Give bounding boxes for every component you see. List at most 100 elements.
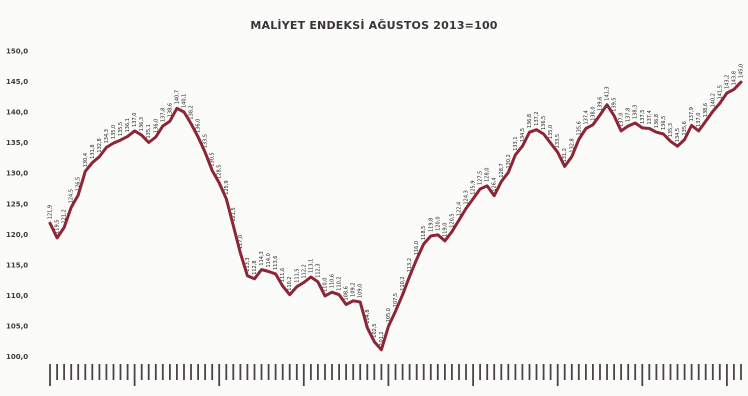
x-tick-mark [126, 364, 129, 380]
x-tick-mark [733, 364, 735, 380]
x-tick-mark [613, 364, 615, 380]
data-label: 135,3 [668, 123, 674, 137]
data-label: 141,3 [605, 86, 611, 100]
x-tick-mark [549, 364, 552, 380]
x-tick-mark [387, 364, 390, 386]
x-tick-mark [197, 364, 199, 380]
x-tick-mark [225, 364, 228, 380]
x-tick-mark [711, 364, 714, 380]
x-tick-mark [577, 364, 580, 380]
data-label: 134,5 [675, 128, 681, 142]
data-label: 101,2 [379, 331, 385, 345]
data-label: 110,2 [337, 276, 343, 290]
x-tick-mark [718, 364, 721, 380]
x-tick-mark [288, 364, 291, 380]
x-tick-mark [324, 364, 326, 380]
y-tick-label: 110,0 [6, 292, 28, 300]
data-label: 138,2 [189, 105, 195, 119]
x-tick-mark [70, 364, 73, 380]
x-axis-ticks [49, 364, 742, 386]
x-tick-mark [401, 364, 404, 380]
data-label: 113,2 [407, 258, 413, 272]
x-tick-mark [112, 364, 115, 380]
data-label: 120,0 [435, 216, 441, 230]
data-label: 130,5 [210, 152, 216, 166]
data-label: 139,5 [612, 97, 618, 111]
data-label: 104,8 [365, 309, 371, 323]
x-tick-mark [556, 364, 559, 386]
data-label: 136,0 [196, 119, 202, 133]
x-tick-mark [373, 364, 376, 380]
x-tick-mark [359, 364, 362, 380]
y-axis: 100,0 105,0 110,0 115,0 120,0 125,0 130,0 135,0… [6, 48, 28, 362]
x-tick-mark [246, 364, 249, 380]
data-label: 141,5 [717, 85, 723, 99]
data-label: 136,5 [541, 116, 547, 130]
x-tick-mark [352, 364, 355, 380]
chart-title: MALİYET ENDEKSİ AĞUSTOS 2013=100 [250, 19, 498, 32]
x-tick-mark [606, 364, 608, 380]
x-tick-mark [422, 364, 425, 380]
x-tick-mark [190, 364, 192, 380]
data-label: 107,5 [393, 293, 399, 307]
data-label: 124,3 [464, 190, 470, 204]
x-tick-mark [585, 364, 587, 380]
data-label: 132,8 [97, 138, 103, 152]
data-label: 138,0 [590, 106, 596, 120]
x-tick-mark [726, 364, 728, 386]
data-label: 133,5 [203, 134, 209, 148]
data-label: 117,0 [238, 235, 244, 249]
data-label: 119,8 [428, 218, 434, 232]
data-label: 112,8 [252, 260, 258, 274]
data-label: 135,0 [548, 125, 554, 139]
x-tick-mark [521, 364, 524, 380]
x-tick-mark [634, 364, 637, 380]
data-label: 121,9 [48, 205, 54, 219]
data-label: 134,5 [520, 128, 526, 142]
x-tick-mark [98, 364, 101, 380]
x-tick-mark [486, 364, 489, 380]
y-tick-label: 100,0 [6, 353, 28, 361]
x-tick-mark [331, 364, 333, 380]
data-label: 114,3 [259, 251, 265, 265]
data-label: 112,2 [301, 264, 307, 278]
data-label: 128,0 [485, 168, 491, 182]
data-label: 133,1 [513, 136, 519, 150]
x-tick-mark [169, 364, 171, 380]
data-label: 135,5 [118, 122, 124, 136]
x-tick-mark [620, 364, 622, 380]
x-tick-mark [444, 364, 446, 380]
x-tick-mark [697, 364, 700, 380]
x-tick-mark [542, 364, 545, 380]
x-tick-mark [683, 364, 686, 380]
data-label: 137,4 [583, 110, 589, 124]
x-tick-mark [161, 364, 164, 380]
data-label: 120,5 [449, 213, 455, 227]
x-tick-mark [627, 364, 630, 380]
data-label: 126,4 [492, 177, 498, 191]
data-label: 112,3 [315, 263, 321, 277]
data-label: 131,2 [562, 148, 568, 162]
data-label: 133,5 [555, 134, 561, 148]
x-tick-mark [211, 364, 214, 380]
x-tick-mark [366, 364, 369, 380]
data-label: 134,3 [104, 129, 110, 143]
x-tick-mark [105, 364, 108, 380]
data-label: 137,4 [647, 110, 653, 124]
x-tick-mark [253, 364, 256, 380]
data-label: 145,0 [739, 64, 745, 78]
data-label: 111,6 [280, 268, 286, 282]
y-tick-label: 140,0 [6, 109, 28, 117]
x-tick-mark [535, 364, 538, 380]
data-label: 136,1 [125, 118, 131, 132]
x-tick-mark [507, 364, 510, 380]
x-tick-mark [528, 364, 531, 380]
data-label: 136,0 [153, 119, 159, 133]
x-tick-mark [655, 364, 658, 380]
data-label: 139,6 [598, 97, 604, 111]
data-label: 137,9 [689, 107, 695, 121]
data-label: 111,5 [294, 268, 300, 282]
x-tick-mark [154, 364, 157, 380]
y-tick-label: 135,0 [6, 139, 28, 147]
data-label: 137,8 [626, 108, 632, 122]
